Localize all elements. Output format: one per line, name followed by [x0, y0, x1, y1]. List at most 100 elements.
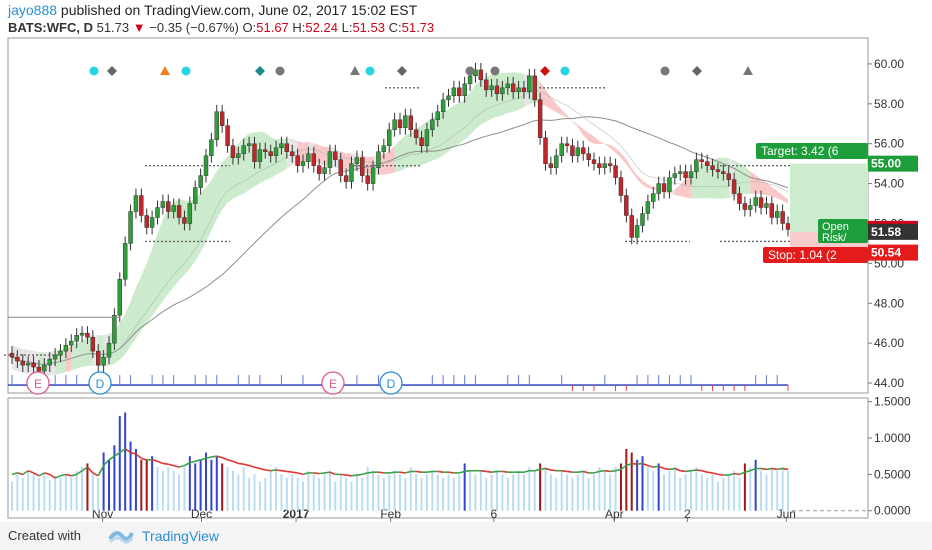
volume-ma-segment: [771, 467, 778, 471]
trend-band-segment: [620, 153, 627, 165]
trend-band-segment: [680, 179, 686, 198]
candle-body: [219, 111, 225, 126]
candle-body: [769, 203, 775, 218]
candle-body: [300, 161, 306, 166]
candle-body: [117, 279, 122, 316]
candle-body: [527, 75, 532, 93]
candle-body: [548, 163, 554, 168]
trend-band-segment: [664, 191, 670, 194]
candle-body: [139, 195, 144, 216]
candle-body: [683, 171, 688, 178]
trend-band-segment: [195, 193, 201, 261]
volume-ma-segment: [653, 465, 659, 468]
event-marker: [379, 371, 403, 395]
tradingview-brand[interactable]: TradingView: [142, 528, 220, 544]
trend-band-segment: [405, 132, 411, 169]
candle-body: [753, 197, 758, 206]
signal-circle-marker: [660, 66, 670, 76]
signal-circle-marker: [465, 66, 475, 76]
price-tick-label: 54.00: [874, 177, 904, 191]
candle-body: [85, 332, 90, 338]
candle-body: [257, 149, 263, 162]
candle-body: [171, 205, 176, 212]
trend-band-segment: [717, 157, 724, 199]
candle-body: [715, 169, 721, 172]
volume-ma-segment: [27, 469, 34, 474]
trend-band-segment: [594, 136, 600, 145]
high-value: 52.24: [305, 20, 338, 35]
volume-ma-segment: [637, 462, 643, 465]
candle-body: [387, 129, 392, 146]
candle-body: [176, 205, 182, 218]
price-pane: [7, 37, 869, 394]
volume-ma-segment: [459, 470, 465, 474]
candle-body: [748, 205, 753, 210]
candle-body: [25, 362, 31, 366]
chart-header: jayo888 published on TradingView.com, Ju…: [0, 0, 932, 40]
volume-ma-segment: [696, 469, 702, 472]
volume-tick-label: 1.5000: [874, 395, 911, 409]
trend-band-segment: [723, 157, 729, 199]
author-link[interactable]: jayo888: [8, 2, 58, 18]
volume-ma-segment: [550, 469, 557, 472]
candle-body: [457, 87, 462, 97]
volume-ma-segment: [162, 462, 169, 465]
volume-ma-segment: [275, 469, 282, 472]
candle-body: [505, 83, 510, 89]
high-label: H:: [292, 20, 306, 35]
trend-band-segment: [572, 121, 578, 128]
candle-body: [651, 193, 656, 202]
volume-ma-segment: [248, 464, 255, 468]
trend-band-segment: [599, 140, 605, 145]
trend-band-segment: [647, 184, 654, 190]
candle-body: [467, 75, 473, 85]
volume-ma-segment: [685, 469, 692, 473]
signal-diamond-marker: [397, 66, 407, 76]
candle-body: [166, 201, 171, 212]
candle-body: [354, 157, 360, 164]
volume-ma-segment: [426, 470, 433, 473]
trend-band-segment: [410, 128, 417, 167]
candle-body: [128, 211, 133, 244]
candle-body: [74, 334, 79, 342]
trend-band-segment: [583, 128, 589, 142]
volume-ma-segment: [464, 469, 471, 473]
candle-body: [155, 207, 160, 218]
candle-body: [144, 215, 149, 228]
candle-body: [640, 213, 645, 226]
candle-body: [430, 119, 435, 130]
candle-body: [209, 139, 214, 156]
candle-body: [484, 79, 489, 91]
trend-band-segment: [604, 143, 611, 149]
volume-ma-segment: [712, 472, 719, 476]
trend-band-segment: [712, 158, 718, 199]
volume-ma-segment: [173, 464, 180, 468]
volume-ma-segment: [54, 475, 61, 479]
candle-body: [101, 356, 106, 366]
candle-body: [656, 183, 661, 194]
signal-circle-marker: [275, 66, 285, 76]
candle-body: [193, 187, 198, 204]
candle-body: [349, 163, 354, 182]
price-chart[interactable]: 60.0058.0056.0054.0052.0050.0048.0046.00…: [0, 0, 932, 522]
candle-body: [510, 83, 516, 93]
trend-band-segment: [507, 72, 514, 113]
trend-band-segment: [152, 233, 158, 316]
open-label: O:: [242, 20, 257, 35]
volume-ma-segment: [292, 471, 298, 474]
candle-body: [365, 175, 370, 184]
candle-body: [58, 350, 63, 356]
volume-ma-segment: [647, 464, 654, 468]
volume-ma-segment: [281, 469, 287, 473]
candle-body: [306, 153, 311, 162]
trend-band-segment: [771, 187, 778, 199]
risk-label: Risk/: [822, 232, 847, 244]
trend-band-segment: [475, 80, 481, 130]
candle-body: [624, 195, 629, 216]
price-tick-label: 56.00: [874, 137, 904, 151]
volume-ma-segment: [189, 460, 196, 464]
candle-body: [133, 195, 139, 212]
trend-band-segment: [243, 133, 250, 194]
volume-tick-label: 0.0000: [874, 504, 911, 518]
candle-body: [629, 215, 634, 238]
